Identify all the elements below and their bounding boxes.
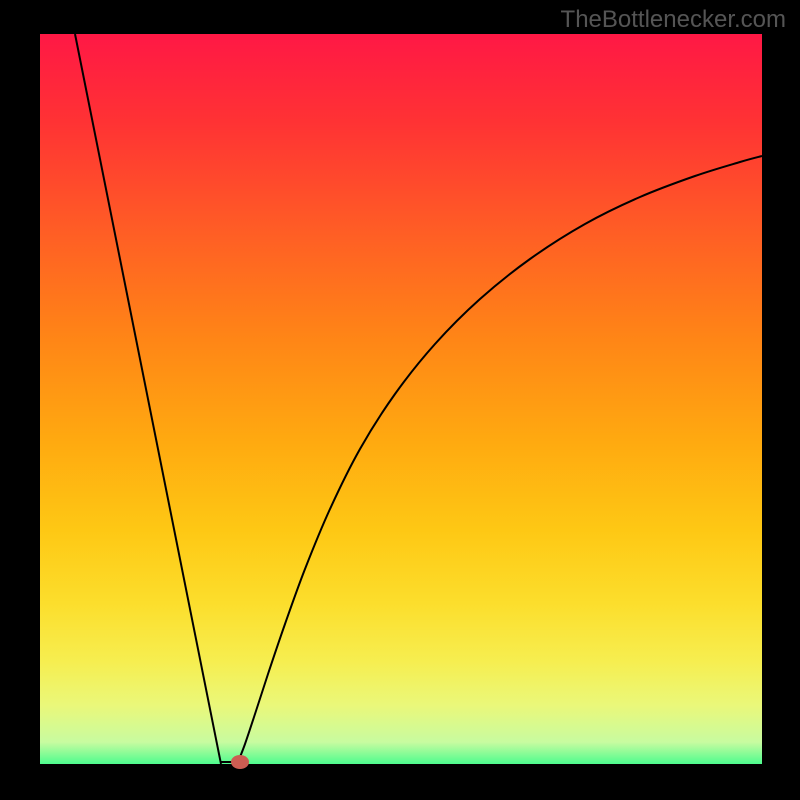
watermark-text: TheBottlenecker.com <box>561 6 786 34</box>
chart-overlay <box>0 0 800 800</box>
curve-group <box>75 34 762 764</box>
min-marker <box>231 755 249 769</box>
curve-recovery <box>238 156 762 762</box>
curve-left-line <box>75 34 221 764</box>
